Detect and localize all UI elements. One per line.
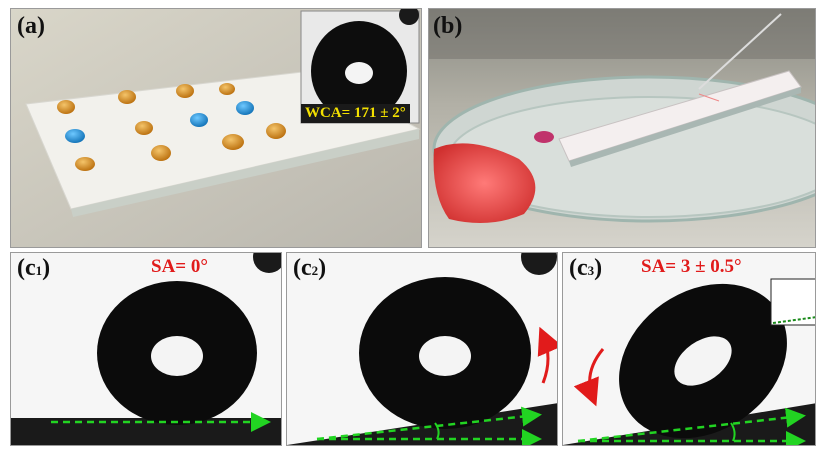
blue-droplet xyxy=(65,129,85,143)
panel-a-photo: (a) WCA= 171 ± 2° xyxy=(10,8,422,248)
angle-arc xyxy=(730,422,736,442)
panel-a-label: (a) xyxy=(17,13,45,39)
panel-c2-label: (c2) xyxy=(293,255,327,281)
tilt-arrow xyxy=(577,407,806,443)
sliding-angle-c1: SA= 0° xyxy=(151,256,208,277)
panel-b-image xyxy=(429,9,815,247)
glass-slide-edge xyxy=(71,129,419,217)
orange-droplet xyxy=(135,121,153,135)
wca-measurement: WCA= 171 ± 2° xyxy=(301,104,410,123)
droplets-group xyxy=(57,83,286,171)
panel-c3-label: (c3) xyxy=(569,255,603,281)
orange-droplet xyxy=(75,157,95,171)
panel-b-photo: (b) xyxy=(428,8,816,248)
panel-c3-photo: (c3) SA= 3 ± 0.5° xyxy=(562,252,816,446)
orange-droplet xyxy=(151,145,171,161)
orange-droplet xyxy=(118,90,136,104)
blue-droplet xyxy=(190,113,208,127)
sliding-angle-c3: SA= 3 ± 0.5° xyxy=(641,256,742,277)
panel-c1-label: (c1) xyxy=(17,255,51,281)
panel-c2-image xyxy=(287,253,557,445)
blue-droplet xyxy=(236,101,254,115)
orange-droplet xyxy=(176,84,194,98)
panel-a-image xyxy=(11,9,421,247)
rolling-arrow xyxy=(573,348,605,407)
panel-c2-photo: (c2) xyxy=(286,252,558,446)
panel-c1-image xyxy=(11,253,281,445)
panel-c1-photo: (c1) SA= 0° xyxy=(10,252,282,446)
angle-arc xyxy=(434,422,440,440)
rolling-arrow xyxy=(537,326,557,384)
panel-b-label: (b) xyxy=(433,13,463,39)
orange-droplet xyxy=(219,83,235,95)
red-liquid xyxy=(433,143,536,223)
panel-c3-image xyxy=(563,253,815,445)
red-droplet xyxy=(534,131,554,143)
tilt-arrow xyxy=(316,406,542,441)
orange-droplet xyxy=(266,123,286,139)
orange-droplet xyxy=(57,100,75,114)
orange-droplet xyxy=(222,134,244,150)
needle xyxy=(698,13,782,90)
